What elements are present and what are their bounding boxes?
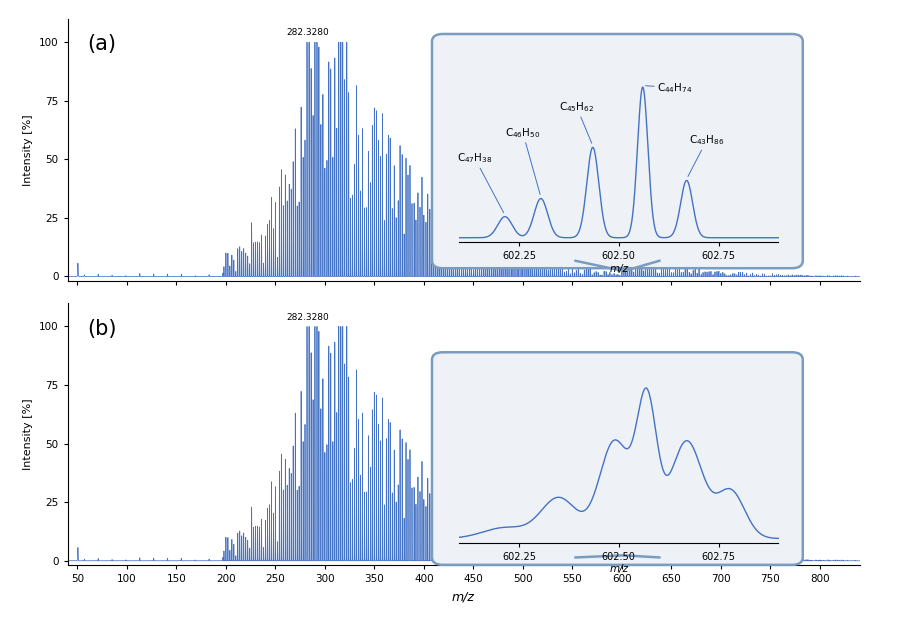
X-axis label: m/z: m/z [609,564,628,574]
Text: C$_{47}$H$_{38}$: C$_{47}$H$_{38}$ [457,151,504,213]
Text: (b): (b) [87,319,117,339]
X-axis label: m/z: m/z [609,264,628,274]
Text: 282.3280: 282.3280 [286,28,328,37]
Text: 282.3280: 282.3280 [286,313,328,321]
X-axis label: m/z: m/z [452,590,475,603]
Text: C$_{43}$H$_{86}$: C$_{43}$H$_{86}$ [688,133,724,177]
Y-axis label: Intensity [%]: Intensity [%] [23,114,33,185]
Text: C$_{45}$H$_{62}$: C$_{45}$H$_{62}$ [559,100,594,143]
Text: C$_{46}$H$_{50}$: C$_{46}$H$_{50}$ [505,126,541,195]
Y-axis label: Intensity [%]: Intensity [%] [23,399,33,470]
Text: (a): (a) [87,34,116,54]
Text: C$_{44}$H$_{74}$: C$_{44}$H$_{74}$ [645,81,692,95]
